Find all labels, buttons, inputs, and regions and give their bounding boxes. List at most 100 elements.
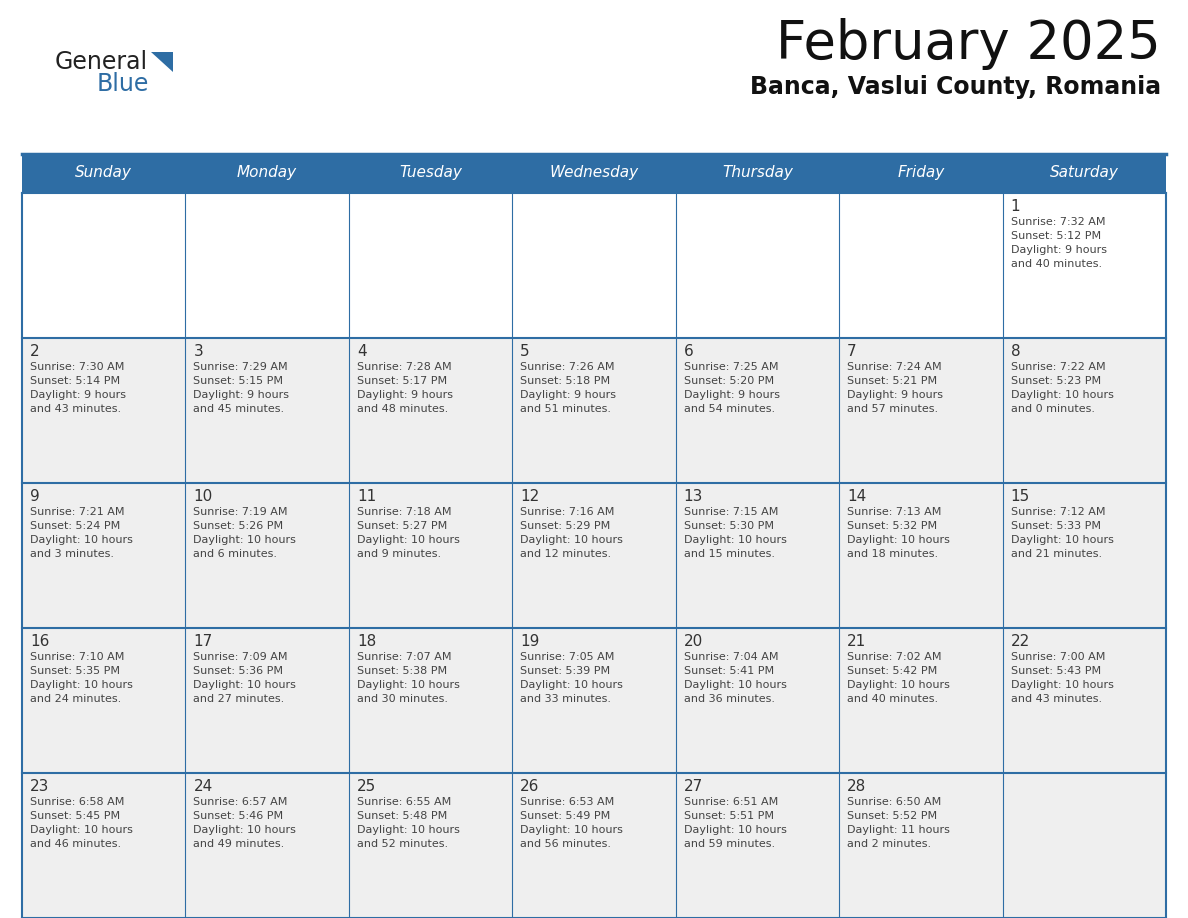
Text: Daylight: 10 hours: Daylight: 10 hours xyxy=(1011,535,1113,545)
Bar xyxy=(349,483,512,628)
Text: 3: 3 xyxy=(194,344,203,359)
Text: Sunrise: 7:12 AM: Sunrise: 7:12 AM xyxy=(1011,507,1105,517)
Text: Daylight: 10 hours: Daylight: 10 hours xyxy=(356,535,460,545)
Bar xyxy=(512,628,676,773)
Bar xyxy=(512,483,676,628)
Bar xyxy=(349,773,512,918)
Text: 18: 18 xyxy=(356,634,377,649)
Text: Sunset: 5:21 PM: Sunset: 5:21 PM xyxy=(847,376,937,386)
Text: and 0 minutes.: and 0 minutes. xyxy=(1011,404,1094,414)
Text: Sunset: 5:42 PM: Sunset: 5:42 PM xyxy=(847,666,937,676)
Bar xyxy=(23,193,185,338)
Text: Sunset: 5:23 PM: Sunset: 5:23 PM xyxy=(1011,376,1101,386)
Text: 20: 20 xyxy=(684,634,703,649)
Text: Blue: Blue xyxy=(97,72,150,96)
Text: and 46 minutes.: and 46 minutes. xyxy=(30,839,121,849)
Bar xyxy=(185,628,349,773)
Text: Sunset: 5:39 PM: Sunset: 5:39 PM xyxy=(520,666,611,676)
Bar xyxy=(185,193,349,338)
Text: Daylight: 10 hours: Daylight: 10 hours xyxy=(520,825,624,835)
Text: Sunrise: 7:02 AM: Sunrise: 7:02 AM xyxy=(847,652,942,662)
Text: 13: 13 xyxy=(684,489,703,504)
Bar xyxy=(1003,483,1165,628)
Text: Sunset: 5:36 PM: Sunset: 5:36 PM xyxy=(194,666,284,676)
Text: Sunrise: 6:55 AM: Sunrise: 6:55 AM xyxy=(356,797,451,807)
Text: Sunset: 5:51 PM: Sunset: 5:51 PM xyxy=(684,811,773,821)
Text: Daylight: 9 hours: Daylight: 9 hours xyxy=(520,390,617,400)
Text: Sunset: 5:24 PM: Sunset: 5:24 PM xyxy=(30,521,120,531)
Text: Daylight: 9 hours: Daylight: 9 hours xyxy=(194,390,290,400)
Text: Sunrise: 7:29 AM: Sunrise: 7:29 AM xyxy=(194,362,287,372)
Text: Daylight: 10 hours: Daylight: 10 hours xyxy=(684,825,786,835)
Bar xyxy=(676,628,839,773)
Text: Sunrise: 6:53 AM: Sunrise: 6:53 AM xyxy=(520,797,614,807)
Bar xyxy=(512,338,676,483)
Text: Sunrise: 7:26 AM: Sunrise: 7:26 AM xyxy=(520,362,614,372)
Text: Sunset: 5:17 PM: Sunset: 5:17 PM xyxy=(356,376,447,386)
Text: Sunrise: 7:22 AM: Sunrise: 7:22 AM xyxy=(1011,362,1105,372)
Bar xyxy=(23,628,185,773)
Text: General: General xyxy=(55,50,148,74)
Text: Monday: Monday xyxy=(238,165,297,181)
Text: 17: 17 xyxy=(194,634,213,649)
Text: Daylight: 10 hours: Daylight: 10 hours xyxy=(1011,390,1113,400)
Text: Daylight: 11 hours: Daylight: 11 hours xyxy=(847,825,950,835)
Text: Sunset: 5:46 PM: Sunset: 5:46 PM xyxy=(194,811,284,821)
Text: and 18 minutes.: and 18 minutes. xyxy=(847,549,939,559)
Text: Daylight: 10 hours: Daylight: 10 hours xyxy=(684,680,786,690)
Text: Thursday: Thursday xyxy=(722,165,792,181)
Text: Sunrise: 7:21 AM: Sunrise: 7:21 AM xyxy=(30,507,125,517)
Text: Daylight: 10 hours: Daylight: 10 hours xyxy=(356,825,460,835)
Text: 7: 7 xyxy=(847,344,857,359)
Text: Daylight: 10 hours: Daylight: 10 hours xyxy=(847,535,950,545)
Text: Sunrise: 7:07 AM: Sunrise: 7:07 AM xyxy=(356,652,451,662)
Text: Sunrise: 6:50 AM: Sunrise: 6:50 AM xyxy=(847,797,941,807)
Text: Daylight: 10 hours: Daylight: 10 hours xyxy=(30,825,133,835)
Text: Sunset: 5:45 PM: Sunset: 5:45 PM xyxy=(30,811,120,821)
Text: and 12 minutes.: and 12 minutes. xyxy=(520,549,612,559)
Text: Daylight: 9 hours: Daylight: 9 hours xyxy=(356,390,453,400)
Text: Daylight: 10 hours: Daylight: 10 hours xyxy=(356,680,460,690)
Bar xyxy=(23,483,185,628)
Bar xyxy=(185,338,349,483)
Text: Sunset: 5:52 PM: Sunset: 5:52 PM xyxy=(847,811,937,821)
Bar xyxy=(1003,773,1165,918)
Text: 6: 6 xyxy=(684,344,694,359)
Text: and 27 minutes.: and 27 minutes. xyxy=(194,694,285,704)
Text: 21: 21 xyxy=(847,634,866,649)
Text: Daylight: 10 hours: Daylight: 10 hours xyxy=(194,680,296,690)
Text: Daylight: 9 hours: Daylight: 9 hours xyxy=(684,390,779,400)
Text: Sunset: 5:15 PM: Sunset: 5:15 PM xyxy=(194,376,284,386)
Text: Sunrise: 7:05 AM: Sunrise: 7:05 AM xyxy=(520,652,614,662)
Text: Sunrise: 7:28 AM: Sunrise: 7:28 AM xyxy=(356,362,451,372)
Text: Sunrise: 7:09 AM: Sunrise: 7:09 AM xyxy=(194,652,287,662)
Text: Daylight: 9 hours: Daylight: 9 hours xyxy=(1011,245,1106,255)
Text: and 51 minutes.: and 51 minutes. xyxy=(520,404,612,414)
Text: Daylight: 10 hours: Daylight: 10 hours xyxy=(520,680,624,690)
Text: Sunrise: 7:18 AM: Sunrise: 7:18 AM xyxy=(356,507,451,517)
Text: and 6 minutes.: and 6 minutes. xyxy=(194,549,278,559)
Text: Sunset: 5:14 PM: Sunset: 5:14 PM xyxy=(30,376,120,386)
Text: and 45 minutes.: and 45 minutes. xyxy=(194,404,285,414)
Text: and 40 minutes.: and 40 minutes. xyxy=(847,694,939,704)
Text: Daylight: 10 hours: Daylight: 10 hours xyxy=(30,535,133,545)
Bar xyxy=(839,338,1003,483)
Text: Sunset: 5:38 PM: Sunset: 5:38 PM xyxy=(356,666,447,676)
Text: Daylight: 10 hours: Daylight: 10 hours xyxy=(847,680,950,690)
Text: 23: 23 xyxy=(30,779,50,794)
Text: 4: 4 xyxy=(356,344,366,359)
Text: Friday: Friday xyxy=(897,165,944,181)
Text: and 54 minutes.: and 54 minutes. xyxy=(684,404,775,414)
Text: 27: 27 xyxy=(684,779,703,794)
Text: Sunrise: 7:10 AM: Sunrise: 7:10 AM xyxy=(30,652,125,662)
Bar xyxy=(676,338,839,483)
Text: 26: 26 xyxy=(520,779,539,794)
Text: and 9 minutes.: and 9 minutes. xyxy=(356,549,441,559)
Text: 8: 8 xyxy=(1011,344,1020,359)
Text: Tuesday: Tuesday xyxy=(399,165,462,181)
Text: Sunset: 5:29 PM: Sunset: 5:29 PM xyxy=(520,521,611,531)
Text: Daylight: 10 hours: Daylight: 10 hours xyxy=(1011,680,1113,690)
Bar xyxy=(349,193,512,338)
Text: Sunrise: 7:32 AM: Sunrise: 7:32 AM xyxy=(1011,217,1105,227)
Text: Sunday: Sunday xyxy=(75,165,132,181)
